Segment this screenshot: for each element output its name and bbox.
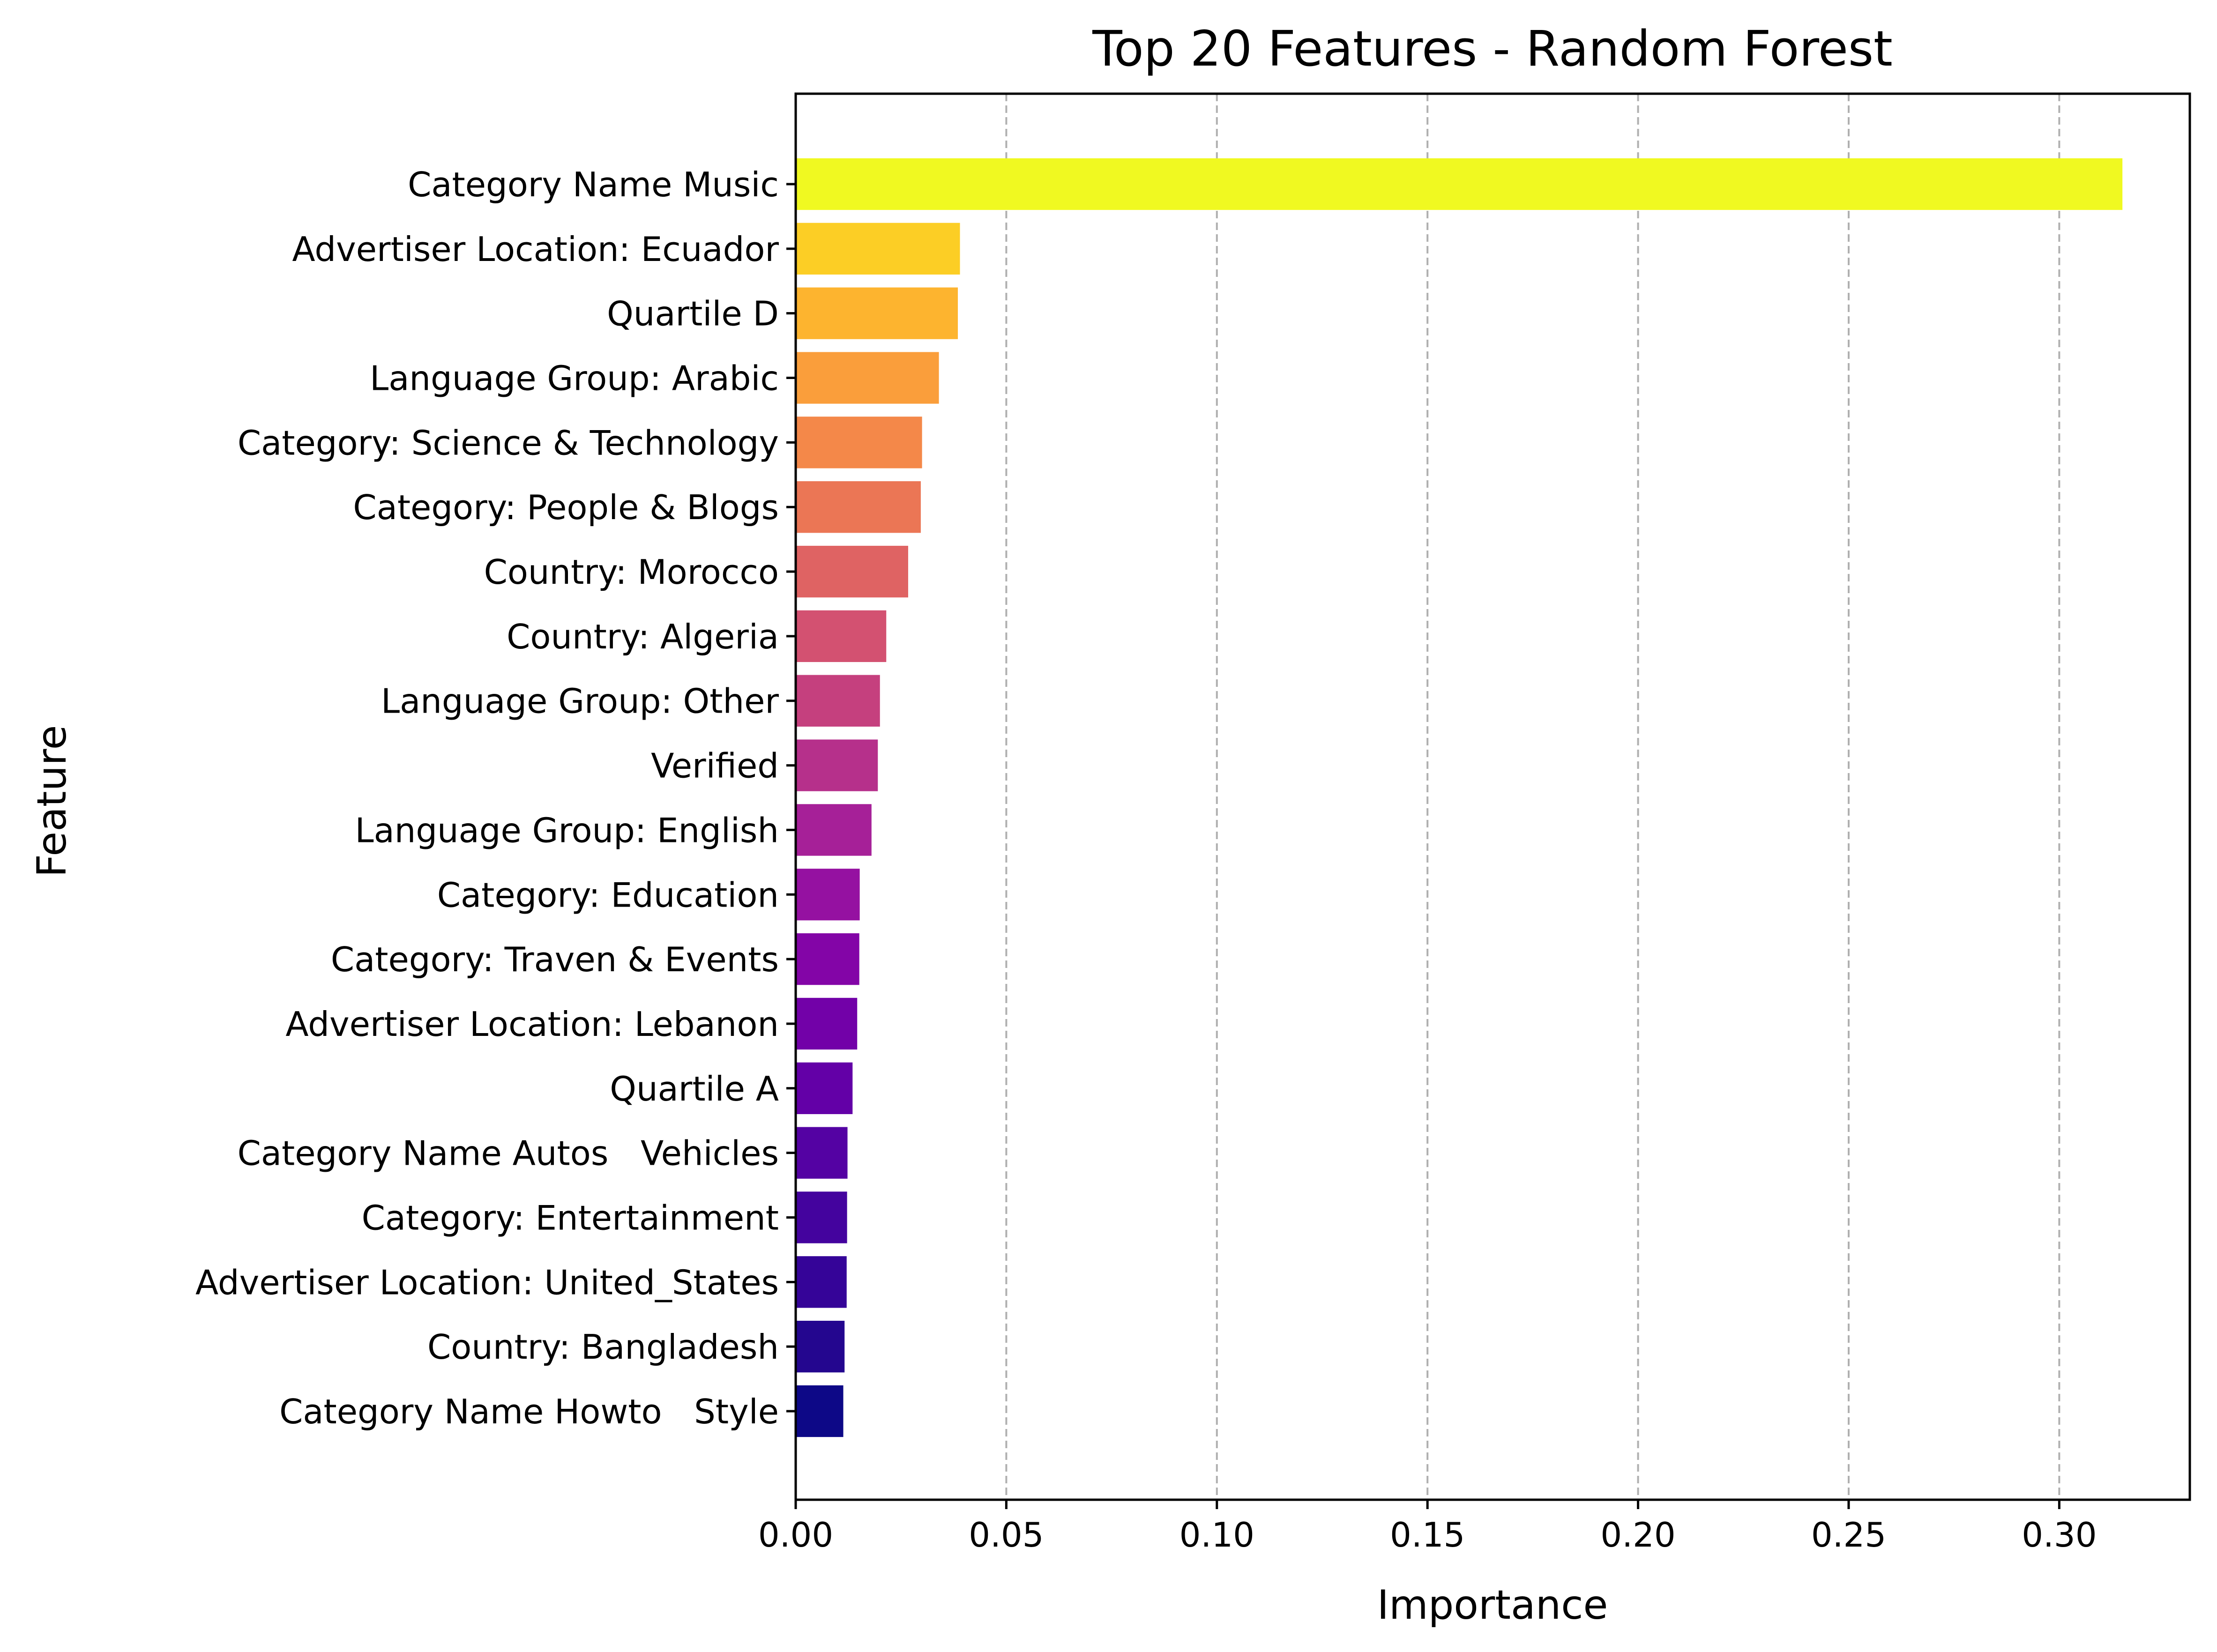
- y-tick-label: Category: Science & Technology: [238, 423, 779, 462]
- bar: [796, 1256, 847, 1308]
- y-tick-label: Advertiser Location: Lebanon: [285, 1005, 779, 1044]
- bars: [796, 158, 2123, 1437]
- y-tick-label: Quartile D: [607, 294, 779, 334]
- y-tick-label: Country: Morocco: [484, 552, 779, 592]
- y-tick-label: Quartile A: [610, 1069, 779, 1109]
- y-tick-label: Category Name Music: [408, 165, 779, 204]
- bar: [796, 997, 858, 1050]
- bar: [796, 287, 958, 339]
- y-tick-label: Country: Algeria: [507, 617, 779, 656]
- bar: [796, 481, 921, 533]
- y-tick-label: Advertiser Location: Ecuador: [292, 230, 779, 269]
- y-tick-label: Language Group: Arabic: [370, 359, 779, 398]
- y-tick-label: Category: Education: [437, 875, 779, 915]
- x-tick-label: 0.25: [1811, 1515, 1886, 1555]
- y-tick-label: Language Group: English: [355, 811, 779, 850]
- grid-lines: [1005, 94, 2060, 1500]
- bar: [796, 417, 922, 469]
- plot-frame: [794, 92, 2191, 1501]
- y-tick-label: Category: People & Blogs: [353, 488, 779, 527]
- chart-title: Top 20 Features - Random Forest: [1092, 20, 1893, 77]
- y-tick-label: Category: Entertainment: [362, 1198, 779, 1237]
- x-tick-label: 0.05: [969, 1515, 1044, 1555]
- y-tick-label: Category Name Howto Style: [279, 1392, 779, 1431]
- y-tick-label: Language Group: Other: [381, 682, 779, 721]
- bar: [796, 1127, 848, 1179]
- x-tick-label: 0.00: [758, 1515, 833, 1555]
- y-tick-label: Verified: [651, 746, 779, 786]
- bar: [796, 933, 859, 985]
- bar: [796, 869, 860, 921]
- bar: [796, 352, 939, 404]
- y-tick-label: Country: Bangladesh: [427, 1327, 779, 1367]
- bar: [796, 1321, 845, 1373]
- x-axis-label: Importance: [1377, 1582, 1608, 1629]
- bar: [796, 158, 2123, 210]
- x-tick-label: 0.20: [1600, 1515, 1675, 1555]
- bar: [796, 1191, 847, 1243]
- y-axis-ticks: Category Name Music Advertiser Location: …: [195, 165, 796, 1431]
- bar: [796, 610, 887, 662]
- y-tick-label: Category: Traven & Events: [331, 940, 779, 979]
- x-tick-label: 0.30: [2022, 1515, 2097, 1555]
- x-axis-ticks: 0.00 0.05 0.10 0.15 0.20 0.25 0.30: [758, 1500, 2097, 1555]
- y-tick-label: Category Name Autos Vehicles: [238, 1134, 779, 1173]
- y-axis-label: Feature: [29, 725, 75, 878]
- bar: [796, 545, 908, 598]
- bar: [796, 1062, 853, 1114]
- bar: [796, 739, 878, 791]
- bar: [796, 223, 960, 275]
- x-tick-label: 0.15: [1390, 1515, 1465, 1555]
- x-tick-label: 0.10: [1179, 1515, 1254, 1555]
- y-tick-label: Advertiser Location: United_States: [195, 1263, 779, 1302]
- bar: [796, 675, 880, 727]
- bar: [796, 1385, 844, 1437]
- bar: [796, 804, 872, 856]
